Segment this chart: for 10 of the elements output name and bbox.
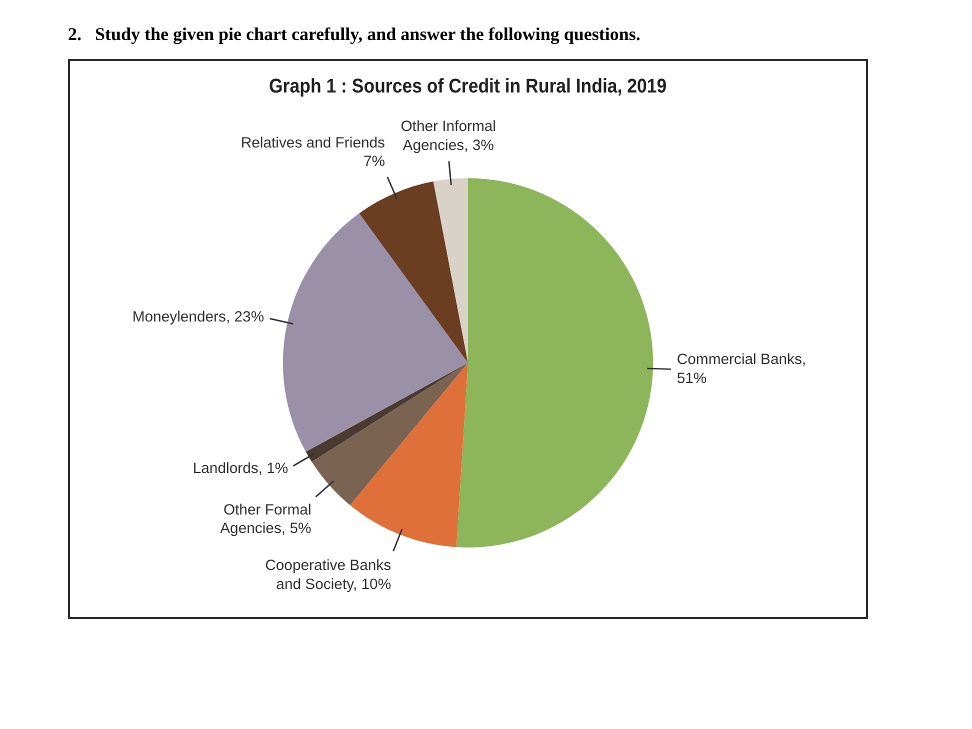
data-label: 7% [363, 154, 386, 170]
slice-label: Commercial Banks, 51% [676, 352, 806, 387]
slice-label: Other Informal Agencies, 3% [400, 119, 496, 154]
slice-label: Moneylenders, 23% [132, 309, 264, 326]
slice-label: Relatives and Friends [240, 135, 386, 152]
chart-title: Graph 1 : Sources of Credit in Rural India, 2019 [269, 74, 667, 97]
slice-label: Landlords, 1% [192, 461, 288, 478]
text: 2. Study the given pie chart carefully, and answer the following questions. [68, 24, 642, 45]
slice-label: Other Formal Agencies, 5% [220, 502, 312, 538]
slice-label: Cooperative Banks and Society, 10% [265, 558, 392, 594]
